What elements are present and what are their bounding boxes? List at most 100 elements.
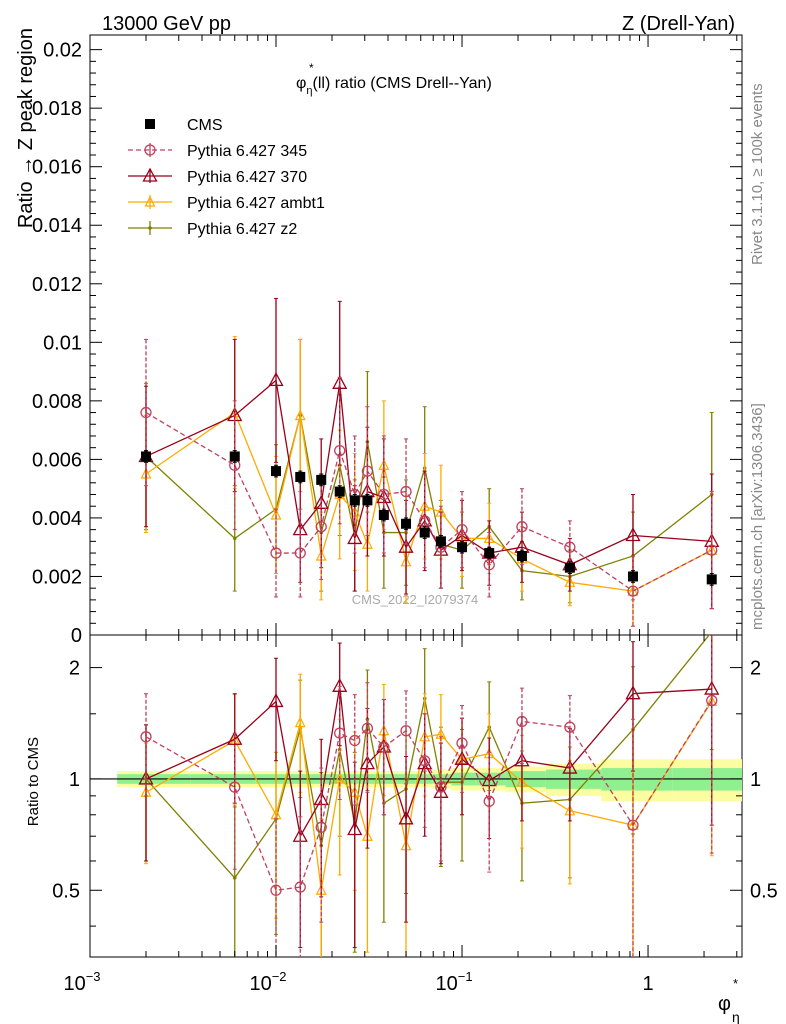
legend-marker-p370	[142, 167, 158, 182]
main-line-ambt1	[145, 411, 713, 592]
main-point-cms	[229, 451, 240, 462]
ratio-point-p370	[514, 752, 530, 767]
main-point-p345	[334, 444, 346, 457]
x-tick-label: 10−3	[63, 969, 100, 995]
xlabel-star: *	[733, 976, 738, 991]
main-point-p345	[361, 465, 374, 477]
ratio-point-p345	[400, 725, 412, 737]
ratio-point-p370	[332, 677, 348, 692]
legend-label-cms: CMS	[187, 117, 223, 134]
ratio-point-z2	[232, 876, 237, 880]
ratio-line-ambt1	[145, 701, 713, 891]
xlabel-eta: η	[732, 1009, 740, 1024]
ratio-y-tick-label-right: 2	[750, 658, 761, 680]
legend: CMS Pythia 6.427 345 Pythia 6.427 370 Pythi…	[128, 117, 325, 238]
x-tick-label: 10−1	[435, 969, 472, 995]
main-point-cms	[564, 562, 575, 573]
main-point-p370	[347, 530, 363, 545]
ratio-point-p345	[140, 731, 152, 743]
header-left: 13000 GeV pp	[102, 13, 231, 35]
x-tick-label: 1	[642, 973, 653, 995]
main-point-cms	[401, 518, 412, 529]
ratio-line-z2	[145, 635, 710, 879]
main-point-p370	[625, 527, 641, 542]
main-y-tick-label: 0.01	[43, 332, 82, 354]
main-point-cms	[516, 550, 527, 561]
main-point-p345	[315, 521, 327, 533]
main-point-p345	[706, 544, 718, 556]
ratio-point-p345	[419, 755, 431, 767]
main-point-cms	[271, 466, 282, 477]
main-point-p345	[400, 485, 412, 498]
main-point-p345	[270, 547, 282, 559]
rivet-label: Rivet 3.1.10, ≥ 100k events	[749, 83, 766, 265]
main-point-ambt1	[294, 409, 306, 421]
main-y-tick-label: 0.016	[32, 157, 82, 179]
main-y-tick-label: 0.002	[32, 566, 82, 588]
main-y-tick-label: 0	[71, 625, 82, 647]
ratio-point-p345	[435, 781, 447, 793]
main-y-tick-label: 0.018	[32, 98, 82, 120]
ratio-point-p345	[516, 715, 528, 728]
ratio-point-p370	[398, 810, 414, 825]
main-point-p345	[627, 585, 639, 597]
legend-label-ambt1: Pythia 6.427 ambt1	[187, 195, 325, 212]
ratio-point-p345	[564, 721, 576, 733]
main-point-p370	[313, 494, 329, 509]
ratio-y-tick-label-right: 1	[750, 769, 761, 791]
ratio-y-tick-label: 1	[69, 769, 80, 791]
legend-marker-z2	[148, 226, 152, 230]
main-point-cms	[334, 486, 345, 497]
main-y-tick-label: 0.006	[32, 449, 82, 471]
main-point-p345	[516, 521, 528, 533]
legend-marker-ambt1	[144, 195, 156, 207]
main-point-p345	[140, 406, 152, 419]
ratio-y-tick-label: 2	[69, 658, 80, 680]
main-y-tick-label: 0.008	[32, 391, 82, 413]
legend-label-p345: Pythia 6.427 345	[187, 143, 307, 160]
ratio-point-p345	[706, 694, 718, 707]
ratio-y-tick-label: 0.5	[52, 880, 80, 902]
main-point-cms	[140, 451, 151, 462]
legend-label-z2: Pythia 6.427 z2	[187, 221, 297, 238]
ratio-point-p345	[315, 821, 327, 833]
main-point-z2	[232, 536, 237, 541]
header-right: Z (Drell-Yan)	[622, 13, 735, 35]
ratio-plot-area	[90, 630, 742, 957]
main-y-tick-label: 0.004	[32, 508, 82, 530]
ratio-ylabel: Ratio to CMS	[25, 737, 42, 826]
main-point-cms	[435, 536, 446, 547]
main-point-cms	[316, 474, 327, 485]
main-point-cms	[627, 571, 638, 582]
ratio-point-p370	[347, 821, 363, 836]
main-y-tick-label: 0.014	[32, 215, 82, 237]
main-plot-area	[138, 297, 720, 627]
ratio-point-p370	[454, 750, 470, 765]
main-point-p345	[294, 547, 306, 559]
main-line-z2	[145, 415, 713, 578]
main-y-tick-label: 0.012	[32, 274, 82, 296]
main-point-cms	[295, 471, 306, 482]
main-point-p345	[483, 559, 495, 571]
main-line-p345	[145, 412, 713, 592]
main-point-cms	[706, 574, 717, 585]
main-point-cms	[419, 527, 430, 538]
ratio-point-p345	[349, 734, 361, 747]
analysis-watermark: CMS_2022_I2079374	[352, 592, 479, 607]
main-point-p370	[268, 372, 284, 387]
xlabel-phi: φ	[718, 993, 731, 1015]
ratio-line-p345	[145, 700, 713, 891]
x-tick-label: 10−2	[249, 969, 286, 995]
ratio-point-ambt1	[294, 716, 306, 728]
main-point-cms	[457, 542, 468, 553]
ratio-point-p370	[625, 685, 641, 700]
main-point-p370	[332, 374, 348, 389]
ratio-point-p345	[378, 741, 390, 753]
ratio-line-p370	[145, 686, 712, 839]
ratio-point-p345	[270, 884, 282, 896]
ratio-point-z2	[710, 630, 714, 634]
ratio-point-p370	[704, 680, 720, 695]
ratio-point-p345	[294, 881, 306, 893]
ratio-point-p370	[562, 759, 578, 774]
